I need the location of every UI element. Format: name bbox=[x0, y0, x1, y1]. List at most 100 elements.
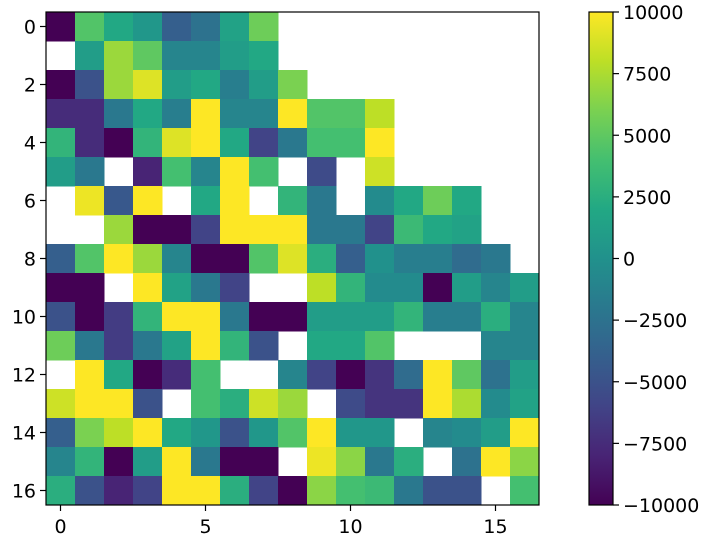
heatmap-cell bbox=[133, 215, 163, 245]
y-tick-label: 6 bbox=[24, 191, 36, 213]
heatmap-cell bbox=[162, 360, 192, 390]
heatmap-cell bbox=[104, 70, 134, 100]
heatmap-cell bbox=[278, 70, 308, 100]
colorbar-tick-label: 2500 bbox=[623, 187, 671, 209]
heatmap-cell bbox=[162, 41, 192, 71]
colorbar-tick-label: −2500 bbox=[623, 310, 687, 332]
heatmap-cell bbox=[220, 273, 250, 303]
x-tick-label: 10 bbox=[338, 516, 362, 538]
heatmap-cell bbox=[191, 99, 221, 129]
heatmap-cell bbox=[423, 302, 453, 332]
heatmap-cell bbox=[336, 273, 366, 303]
heatmap-cell bbox=[423, 476, 453, 506]
heatmap-cell bbox=[249, 157, 279, 187]
heatmap-cell bbox=[191, 418, 221, 448]
heatmap-cell bbox=[510, 418, 540, 448]
heatmap-cell bbox=[249, 70, 279, 100]
x-tick-label: 0 bbox=[54, 516, 66, 538]
heatmap-cell bbox=[162, 70, 192, 100]
heatmap-cell bbox=[104, 41, 134, 71]
heatmap-cell bbox=[46, 447, 76, 477]
heatmap-cell bbox=[249, 128, 279, 158]
heatmap-cell bbox=[104, 447, 134, 477]
heatmap-cell bbox=[75, 360, 105, 390]
heatmap-cell bbox=[336, 99, 366, 129]
heatmap-cell bbox=[46, 128, 76, 158]
heatmap-cell bbox=[75, 273, 105, 303]
heatmap-cell bbox=[307, 157, 337, 187]
y-tick-label: 16 bbox=[12, 481, 36, 503]
heatmap-cell bbox=[249, 418, 279, 448]
heatmap-cell bbox=[133, 41, 163, 71]
heatmap-cell bbox=[162, 331, 192, 361]
heatmap-cell bbox=[481, 244, 511, 274]
heatmap-cell bbox=[249, 99, 279, 129]
heatmap-cell bbox=[104, 244, 134, 274]
heatmap-cell bbox=[46, 331, 76, 361]
colorbar-tick-label: −10000 bbox=[623, 495, 699, 517]
heatmap-cell bbox=[510, 389, 540, 419]
heatmap-cell bbox=[278, 476, 308, 506]
heatmap-cell bbox=[75, 302, 105, 332]
heatmap-cell bbox=[220, 186, 250, 216]
heatmap-cell bbox=[365, 273, 395, 303]
heatmap-cell bbox=[423, 360, 453, 390]
heatmap-cell bbox=[133, 186, 163, 216]
heatmap-cell bbox=[452, 215, 482, 245]
heatmap-cell bbox=[46, 273, 76, 303]
heatmap-cell bbox=[191, 244, 221, 274]
heatmap-cell bbox=[365, 128, 395, 158]
heatmap-cell bbox=[162, 302, 192, 332]
heatmap-cell bbox=[423, 418, 453, 448]
heatmap-cell bbox=[394, 302, 424, 332]
heatmap-cell bbox=[394, 273, 424, 303]
heatmap-cell bbox=[46, 12, 76, 42]
heatmap-cell bbox=[75, 41, 105, 71]
heatmap-cell bbox=[104, 186, 134, 216]
colorbar-tick-label: −7500 bbox=[623, 433, 687, 455]
heatmap-cell bbox=[46, 157, 76, 187]
heatmap-cell bbox=[307, 244, 337, 274]
colorbar-tick-label: 7500 bbox=[623, 64, 671, 86]
heatmap-cell bbox=[307, 331, 337, 361]
heatmap-cell bbox=[249, 476, 279, 506]
heatmap-cell bbox=[133, 70, 163, 100]
heatmap-cell bbox=[365, 99, 395, 129]
heatmap-cell bbox=[365, 186, 395, 216]
heatmap-cell bbox=[220, 389, 250, 419]
heatmap-cell bbox=[278, 99, 308, 129]
heatmap-cell bbox=[307, 215, 337, 245]
heatmap-cell bbox=[365, 157, 395, 187]
heatmap-cell bbox=[191, 302, 221, 332]
heatmap-cell bbox=[307, 476, 337, 506]
heatmap-cell bbox=[452, 244, 482, 274]
heatmap-cell bbox=[133, 99, 163, 129]
y-tick-label: 0 bbox=[24, 17, 36, 39]
heatmap-cell bbox=[278, 302, 308, 332]
heatmap-cell bbox=[75, 418, 105, 448]
heatmap-cell bbox=[75, 99, 105, 129]
heatmap-cell bbox=[162, 157, 192, 187]
heatmap-cell bbox=[220, 302, 250, 332]
heatmap-cell bbox=[481, 447, 511, 477]
heatmap-cell bbox=[481, 418, 511, 448]
heatmap-cell bbox=[104, 331, 134, 361]
heatmap-cell bbox=[220, 70, 250, 100]
heatmap-cell bbox=[249, 447, 279, 477]
heatmap-cell bbox=[220, 128, 250, 158]
heatmap-cell bbox=[162, 273, 192, 303]
heatmap-cell bbox=[46, 244, 76, 274]
heatmap-cell bbox=[452, 476, 482, 506]
heatmap-cell bbox=[220, 41, 250, 71]
heatmap-cell bbox=[162, 12, 192, 42]
heatmap-cell bbox=[162, 244, 192, 274]
heatmap-cell bbox=[46, 70, 76, 100]
heatmap-cell bbox=[249, 215, 279, 245]
heatmap-cell bbox=[133, 244, 163, 274]
heatmap-cell bbox=[510, 476, 540, 506]
heatmap-cell bbox=[75, 331, 105, 361]
heatmap-cell bbox=[46, 302, 76, 332]
heatmap-cell bbox=[278, 418, 308, 448]
heatmap-cell bbox=[75, 186, 105, 216]
heatmap-cell bbox=[336, 331, 366, 361]
